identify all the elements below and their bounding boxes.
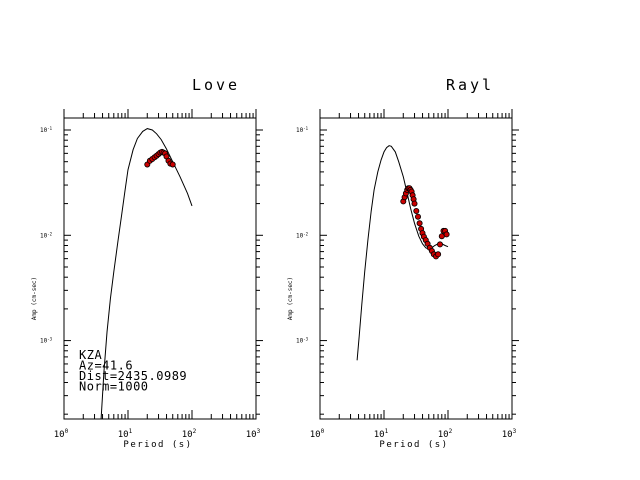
x-axis-label: Period (s): [123, 440, 192, 450]
y-tick-label: 10-3: [40, 337, 53, 345]
y-tick-label: 10-2: [40, 231, 53, 239]
y-tick-label: 10-1: [296, 126, 309, 134]
y-tick-label: 10-2: [296, 231, 309, 239]
data-point: [169, 161, 176, 168]
x-tick-label: 100: [54, 428, 69, 440]
plot-frame: [63, 117, 257, 420]
x-tick-label: 102: [182, 428, 197, 440]
y-axis-label: Amp (cm-sec): [31, 277, 38, 320]
data-point: [413, 207, 420, 214]
station-annotation: Norm=1000: [79, 380, 149, 394]
station-annotation: Dist=2435.0989: [79, 369, 187, 383]
x-tick-label: 102: [438, 428, 453, 440]
x-tick-label: 103: [246, 428, 261, 440]
plot-frame: [319, 117, 513, 420]
y-tick-label: 10-1: [40, 126, 53, 134]
data-point: [411, 200, 418, 207]
x-tick-label: 100: [310, 428, 325, 440]
model-curve: [100, 128, 193, 420]
panel-0: Love 100 101 102 103 10-1 10-2 10-3 Period (s) Am…: [31, 76, 263, 450]
data-point: [443, 231, 450, 238]
data-point: [435, 251, 442, 258]
chart-title: Love: [192, 76, 240, 94]
chart-title: Rayl: [446, 76, 494, 94]
panel-1: Rayl 100 101 102 103 10-1 10-2 10-3 Period (s) Am…: [287, 76, 519, 450]
data-point: [416, 220, 423, 227]
x-tick-label: 103: [502, 428, 517, 440]
station-annotation: Az=41.6: [79, 359, 133, 373]
x-tick-label: 101: [374, 428, 389, 440]
y-axis-label: Amp (cm-sec): [287, 277, 294, 320]
model-curve: [356, 145, 449, 361]
data-point: [436, 241, 443, 248]
station-annotation: KZA: [79, 348, 102, 362]
y-tick-label: 10-3: [296, 337, 309, 345]
data-point: [414, 213, 421, 220]
x-tick-label: 101: [118, 428, 133, 440]
x-axis-label: Period (s): [379, 440, 448, 450]
